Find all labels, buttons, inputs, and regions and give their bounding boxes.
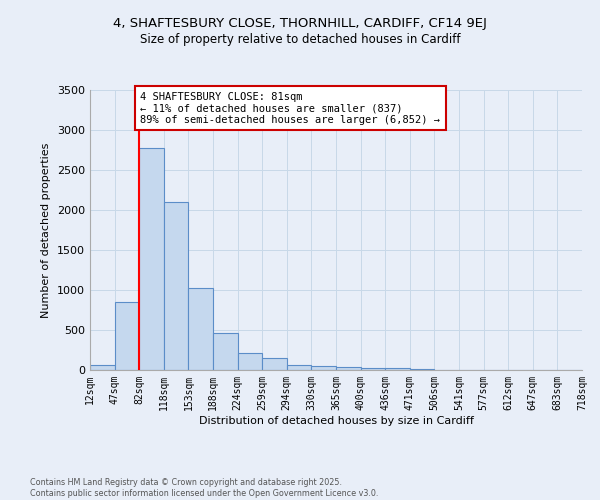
Bar <box>287 365 311 370</box>
X-axis label: Distribution of detached houses by size in Cardiff: Distribution of detached houses by size … <box>199 416 473 426</box>
Bar <box>410 369 434 370</box>
Bar <box>262 358 287 370</box>
Bar <box>90 365 115 370</box>
Y-axis label: Number of detached properties: Number of detached properties <box>41 142 52 318</box>
Bar <box>311 366 336 370</box>
Bar <box>213 333 238 370</box>
Text: Contains HM Land Registry data © Crown copyright and database right 2025.
Contai: Contains HM Land Registry data © Crown c… <box>30 478 379 498</box>
Bar <box>115 302 139 370</box>
Text: 4 SHAFTESBURY CLOSE: 81sqm
← 11% of detached houses are smaller (837)
89% of sem: 4 SHAFTESBURY CLOSE: 81sqm ← 11% of deta… <box>140 92 440 125</box>
Bar <box>164 202 188 370</box>
Bar <box>336 367 361 370</box>
Bar <box>361 368 385 370</box>
Bar <box>385 368 410 370</box>
Text: 4, SHAFTESBURY CLOSE, THORNHILL, CARDIFF, CF14 9EJ: 4, SHAFTESBURY CLOSE, THORNHILL, CARDIFF… <box>113 18 487 30</box>
Bar <box>238 353 262 370</box>
Bar <box>188 288 213 370</box>
Bar <box>139 148 164 370</box>
Text: Size of property relative to detached houses in Cardiff: Size of property relative to detached ho… <box>140 32 460 46</box>
